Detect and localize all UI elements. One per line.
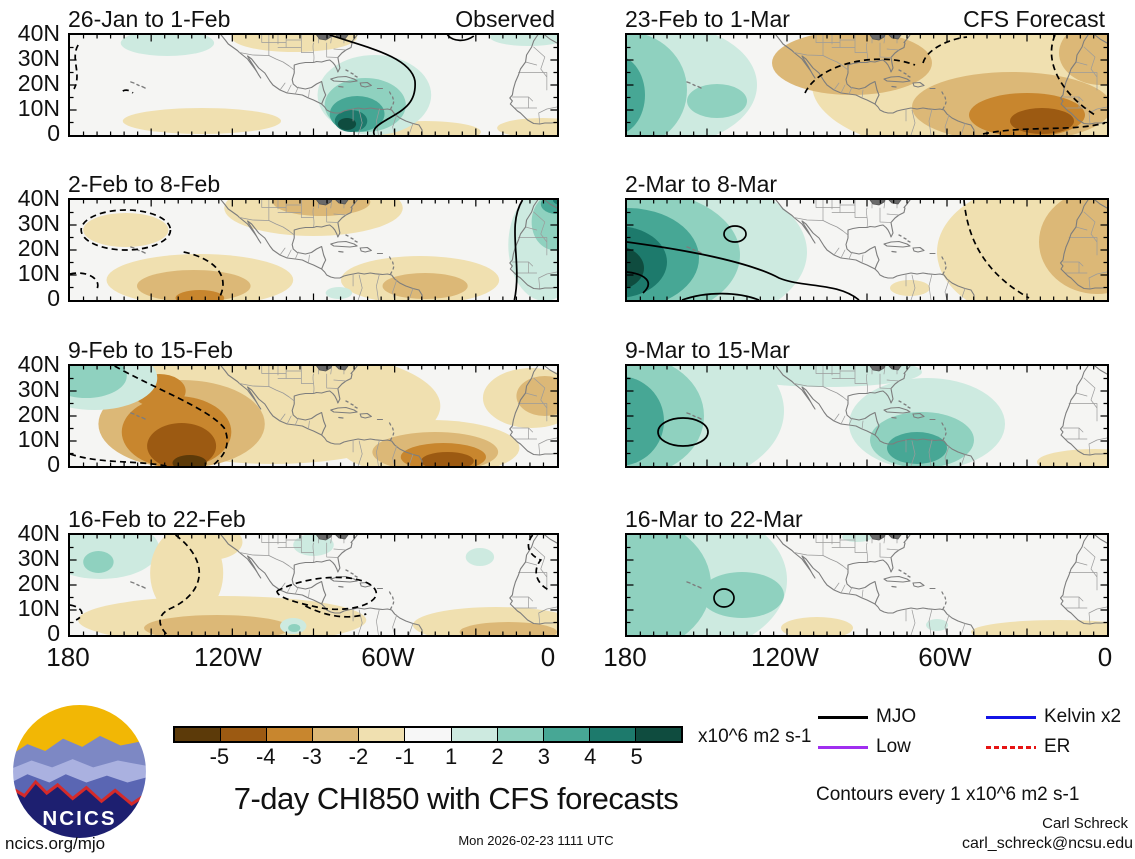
map-panel-observed-week2 [68, 198, 559, 302]
colorbar-tick-label: 2 [491, 744, 504, 769]
colorbar-cell [358, 728, 405, 741]
map-panel-observed-week4 [68, 533, 559, 637]
panel-subtitle: CFS Forecast [963, 6, 1105, 32]
colorbar-tick-label: -2 [348, 744, 369, 769]
panel-subtitle: Observed [455, 6, 555, 32]
map-panel-forecast-week4 [625, 533, 1109, 637]
ncics-logo: NCICS [11, 703, 148, 840]
x-axis-tick-label: 180 [46, 642, 90, 672]
colorbar-cell [588, 728, 635, 741]
legend-label-er: ER [1044, 736, 1071, 757]
panel-header: 16-Mar to 22-Mar [625, 504, 1105, 532]
panel-date-range: 9-Feb to 15-Feb [68, 337, 233, 363]
y-axis-tick-label: 0 [47, 285, 60, 311]
site-link[interactable]: ncics.org/mjo [5, 834, 106, 853]
colorbar-tick-label: -5 [209, 744, 230, 769]
panel-header: 23-Feb to 1-Mar CFS Forecast [625, 4, 1105, 32]
colorbar-units: x10^6 m2 s-1 [698, 726, 812, 747]
colorbar-cell [266, 728, 313, 741]
y-axis-tick-label: 10N [17, 595, 60, 621]
colorbar-tick-label: -4 [255, 744, 276, 769]
colorbar-cell [404, 728, 451, 741]
panel-date-range: 23-Feb to 1-Mar [625, 6, 790, 32]
map-panel-observed-week3 [68, 364, 559, 468]
contour-interval-note: Contours every 1 x10^6 m2 s-1 [816, 784, 1080, 805]
x-axis-tick-label: 0 [540, 642, 556, 672]
y-axis-tick-label: 30N [17, 45, 60, 71]
map-panel-observed-week1 [68, 33, 559, 137]
colorbar-tick-label: -1 [395, 744, 415, 769]
author-name: Carl Schreck [1042, 815, 1128, 832]
y-axis-tick-label: 40N [17, 520, 60, 546]
panel-date-range: 2-Feb to 8-Feb [68, 171, 221, 197]
timestamp: Mon 2026-02-23 1111 UTC [458, 833, 614, 848]
colorbar-cell [450, 728, 497, 741]
colorbar-cell [634, 728, 682, 741]
y-axis-tick-label: 20N [17, 235, 60, 261]
map-panel-forecast-week2 [625, 198, 1109, 302]
x-axis-tick-label: 60W [361, 642, 415, 672]
x-axis-tick-label: 120W [751, 642, 819, 672]
y-axis-tick-label: 10N [17, 426, 60, 452]
panel-header: 16-Feb to 22-Feb [68, 504, 555, 532]
legend-line-low [818, 746, 868, 749]
legend-line-er [986, 746, 1036, 749]
y-axis-tick-label: 40N [17, 185, 60, 211]
y-axis-tick-label: 0 [47, 120, 60, 146]
panel-header: 2-Feb to 8-Feb [68, 169, 555, 197]
panel-header: 9-Feb to 15-Feb [68, 335, 555, 363]
y-axis-tick-label: 0 [47, 451, 60, 477]
colorbar-tick-labels: -5 -4 -3 -2 -1 1 2 3 4 5 [173, 744, 683, 770]
legend-label-mjo: MJO [876, 706, 917, 727]
x-axis-tick-label: 120W [194, 642, 262, 672]
panel-date-range: 16-Feb to 22-Feb [68, 506, 246, 532]
panel-date-range: 26-Jan to 1-Feb [68, 6, 231, 32]
y-axis-tick-label: 40N [17, 351, 60, 377]
colorbar-tick-label: 4 [584, 744, 597, 769]
y-axis-tick-label: 10N [17, 260, 60, 286]
colorbar-cell [220, 728, 267, 741]
y-axis-tick-label: 0 [47, 620, 60, 646]
colorbar-tick-label: 1 [445, 744, 458, 769]
y-axis-tick-label: 30N [17, 210, 60, 236]
panel-header: 2-Mar to 8-Mar [625, 169, 1105, 197]
colorbar-cell [175, 728, 221, 741]
x-axis-tick-label: 0 [1097, 642, 1113, 672]
x-axis-tick-label: 180 [603, 642, 647, 672]
panel-date-range: 9-Mar to 15-Mar [625, 337, 790, 363]
panel-header: 9-Mar to 15-Mar [625, 335, 1105, 363]
y-axis-tick-label: 40N [17, 20, 60, 46]
figure-title: 7-day CHI850 with CFS forecasts [233, 781, 679, 816]
y-axis-tick-label: 10N [17, 95, 60, 121]
y-axis-tick-label: 30N [17, 545, 60, 571]
colorbar-tick-label: 5 [630, 744, 643, 769]
colorbar-tick-label: -3 [302, 744, 322, 769]
map-panel-forecast-week1 [625, 33, 1109, 137]
colorbar-cell [542, 728, 589, 741]
map-panel-forecast-week3 [625, 364, 1109, 468]
author-email[interactable]: carl_schreck@ncsu.edu [962, 835, 1133, 852]
colorbar [173, 726, 683, 743]
panel-date-range: 16-Mar to 22-Mar [625, 506, 803, 532]
logo-text: NCICS [42, 807, 116, 830]
legend-label-kelvin: Kelvin x2 [1044, 706, 1122, 727]
colorbar-cell [312, 728, 359, 741]
panel-header: 26-Jan to 1-Feb Observed [68, 4, 555, 32]
legend-line-mjo [818, 716, 868, 719]
y-axis-tick-label: 20N [17, 70, 60, 96]
y-axis-tick-label: 30N [17, 376, 60, 402]
colorbar-cell [496, 728, 543, 741]
x-axis-tick-label: 60W [918, 642, 972, 672]
panel-date-range: 2-Mar to 8-Mar [625, 171, 778, 197]
legend-line-kelvin [986, 716, 1036, 719]
y-axis-tick-label: 20N [17, 401, 60, 427]
legend-label-low: Low [876, 736, 911, 757]
colorbar-tick-label: 3 [537, 744, 551, 769]
y-axis-tick-label: 20N [17, 570, 60, 596]
